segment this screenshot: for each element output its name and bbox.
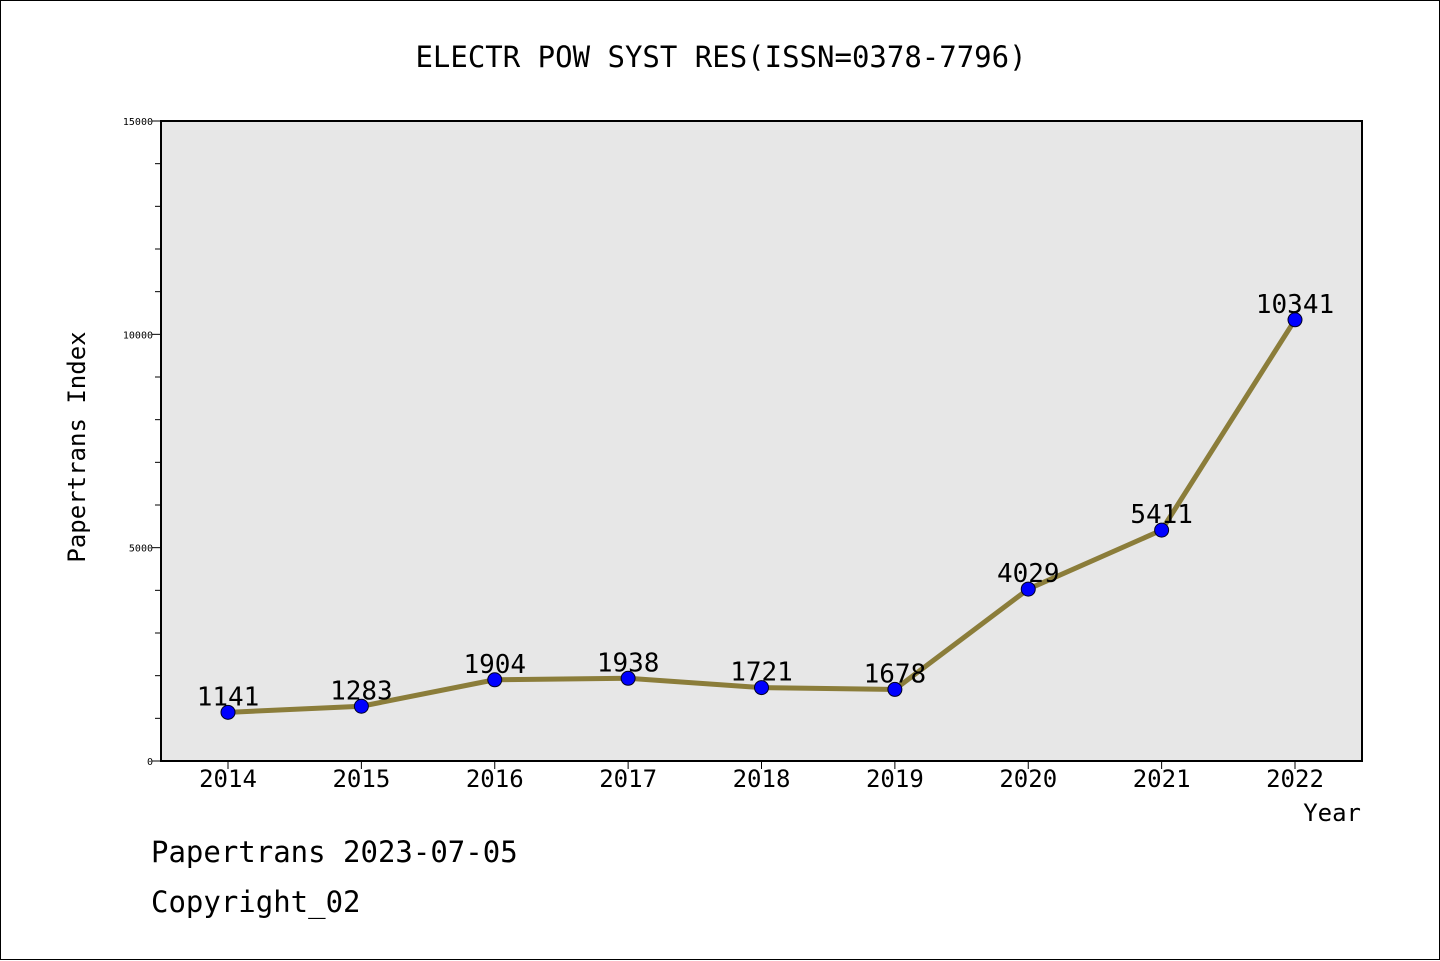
data-point xyxy=(220,704,236,720)
x-tick-label: 2017 xyxy=(599,765,657,793)
x-tick-label: 2014 xyxy=(199,765,257,793)
x-tick-label: 2018 xyxy=(733,765,791,793)
data-point xyxy=(754,680,769,696)
x-tick-label: 2015 xyxy=(332,765,390,793)
y-tick-label: 0 xyxy=(147,757,153,768)
data-point xyxy=(487,672,503,688)
data-label: 1678 xyxy=(864,659,927,689)
x-tick-label: 2016 xyxy=(466,765,524,793)
x-axis-title: Year xyxy=(1303,799,1361,827)
data-point xyxy=(620,670,636,686)
footer-copyright: Copyright_02 xyxy=(151,885,361,919)
data-point xyxy=(1154,522,1170,538)
plot-area xyxy=(160,120,1363,762)
data-points xyxy=(220,312,1303,720)
x-tick-label: 2021 xyxy=(1133,765,1191,793)
y-axis-title: Papertrans Index xyxy=(63,331,91,562)
data-label: 1938 xyxy=(597,648,660,678)
data-label: 4029 xyxy=(997,559,1060,589)
x-tick-label: 2022 xyxy=(1266,765,1324,793)
chart-title: ELECTR POW SYST RES(ISSN=0378-7796) xyxy=(415,40,1026,74)
data-point xyxy=(1020,581,1036,597)
x-tick-label: 2019 xyxy=(866,765,924,793)
data-label: 1721 xyxy=(730,658,793,688)
data-label: 1904 xyxy=(463,650,526,680)
data-point xyxy=(1287,312,1303,328)
data-label: 1141 xyxy=(197,682,260,712)
data-point xyxy=(353,698,369,714)
x-tick-label: 2020 xyxy=(999,765,1057,793)
y-tick-label: 10000 xyxy=(123,330,153,341)
data-point xyxy=(887,681,903,697)
y-tick-label: 5000 xyxy=(129,544,153,555)
data-label: 1283 xyxy=(330,676,393,706)
axis-ticks: 0 5000 10000 15000 2014 2015 2016 2017 2018 2019 2… xyxy=(123,117,1324,793)
data-label: 5411 xyxy=(1130,500,1193,530)
data-labels: 1141 1283 1904 1938 1721 1678 4029 5411 10341 xyxy=(197,290,1334,713)
y-tick-label: 15000 xyxy=(123,117,153,128)
footer-date: Papertrans 2023-07-05 xyxy=(151,835,518,869)
data-label: 10341 xyxy=(1256,290,1334,320)
